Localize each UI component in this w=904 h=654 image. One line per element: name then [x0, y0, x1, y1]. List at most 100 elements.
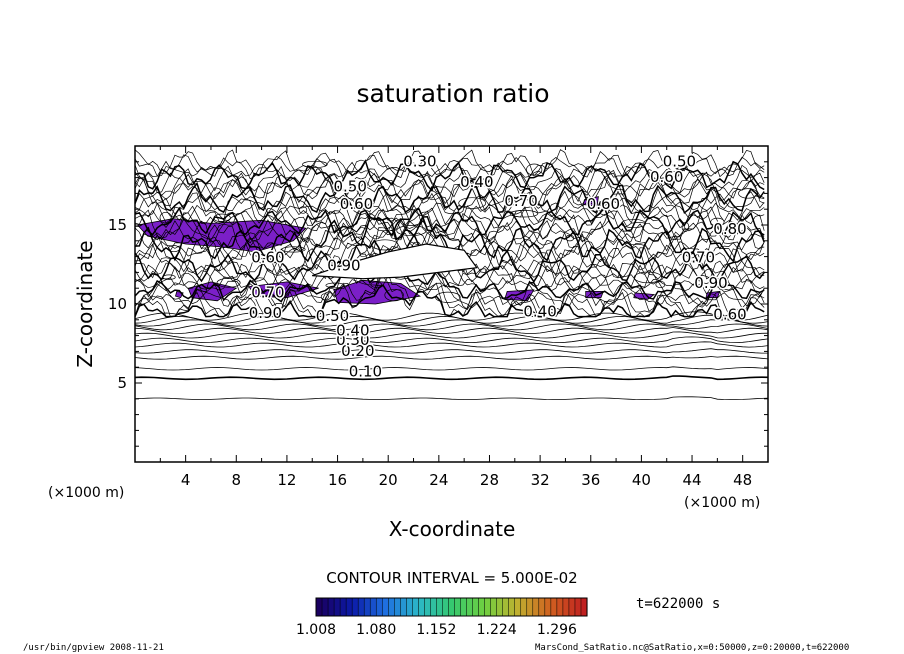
x-tick-label: 40 — [632, 471, 651, 489]
contour-line — [134, 323, 769, 331]
x-tick-label: 24 — [429, 471, 448, 489]
contour-loop — [384, 288, 404, 302]
contour-line — [134, 253, 765, 298]
contour-label: 0.40 — [336, 321, 369, 339]
time-label: t=622000 s — [636, 596, 720, 612]
contour-line — [134, 336, 769, 344]
colorbar-cell — [394, 597, 401, 617]
contour-label: 0.70 — [251, 283, 284, 301]
colorbar-cell — [375, 597, 383, 617]
colorbar-cell — [406, 597, 413, 617]
contour-loop — [298, 206, 308, 214]
contour-loop — [458, 197, 487, 209]
contour-label: 0.60 — [251, 249, 284, 267]
colorbar-cell — [357, 597, 365, 617]
contour-loop — [633, 271, 662, 284]
contour-label: 0.50 — [663, 152, 696, 170]
x-axis-label: X-coordinate — [389, 517, 516, 541]
contour-line — [134, 149, 765, 178]
x-tick-label: 48 — [733, 471, 752, 489]
contour-label: 0.90 — [327, 257, 360, 275]
colorbar-cell — [532, 597, 540, 617]
colorbar-cell — [315, 597, 323, 617]
contour-loop — [325, 282, 345, 289]
contour-loop — [320, 293, 329, 301]
contour-loop — [396, 225, 427, 237]
contour-line — [134, 341, 769, 348]
colorbar-cell — [496, 597, 504, 617]
contour-loop — [302, 160, 328, 168]
colorbar-cell — [526, 597, 534, 617]
x-tick-label: 12 — [277, 471, 296, 489]
contour-line — [134, 159, 765, 192]
contour-line — [134, 275, 765, 318]
contour-line — [134, 319, 769, 327]
contour-label: 0.30 — [403, 152, 436, 170]
x-tick-label: 4 — [181, 471, 191, 489]
colorbar-cell — [502, 597, 510, 617]
contour-interval-text: CONTOUR INTERVAL = 5.000E-02 — [326, 569, 577, 587]
colorbar-cell — [430, 597, 437, 617]
colorbar-cell — [363, 597, 371, 617]
contour-line — [134, 217, 765, 244]
colorbar-cell — [472, 597, 480, 617]
contour-loop — [370, 281, 382, 288]
contour-line — [134, 175, 765, 214]
colorbar-cell — [369, 597, 377, 617]
contour-label: 0.40 — [460, 173, 493, 191]
colorbar-cell — [568, 597, 576, 617]
contour-labels: 0.100.200.300.400.500.30 0.500.600.400.50… — [247, 151, 748, 382]
y-axis-ticks: 5 10 15 — [108, 161, 768, 447]
x-tick-label: 28 — [480, 471, 499, 489]
x-tick-label: 16 — [328, 471, 347, 489]
contour-label: 0.90 — [249, 304, 282, 322]
colorbar-cell — [514, 597, 522, 617]
colorbar-cell — [454, 597, 462, 617]
contour-line — [134, 192, 765, 215]
colorbar-cell — [412, 597, 419, 617]
colorbar-cell — [484, 597, 492, 617]
contour-label: 0.50 — [316, 307, 349, 325]
contour-line — [134, 375, 769, 381]
colorbar-cell — [466, 597, 474, 617]
contour-label: 0.80 — [713, 220, 746, 238]
contour-label: 0.60 — [713, 306, 746, 324]
colorbar-cell — [556, 597, 564, 617]
colorbar-cell — [508, 597, 516, 617]
colorbar-cell — [345, 597, 353, 617]
contour-line — [134, 331, 769, 339]
colorbar-cell — [327, 597, 335, 617]
colorbar-tick-labels: 1.008 1.080 1.152 1.224 1.296 — [296, 622, 577, 638]
colorbar — [315, 597, 588, 617]
contour-line — [134, 202, 765, 223]
colorbar-cell — [460, 597, 468, 617]
colorbar-cell — [550, 597, 558, 617]
colorbar-cell — [321, 597, 329, 617]
colorbar-cell — [351, 597, 359, 617]
y-tick-label: 15 — [108, 216, 127, 234]
y-tick-label: 5 — [117, 374, 127, 392]
x-tick-label: 20 — [379, 471, 398, 489]
colorbar-cell — [562, 597, 570, 617]
contour-label: 0.60 — [650, 168, 683, 186]
colorbar-cell — [400, 597, 407, 617]
y-axis-label: Z-coordinate — [73, 240, 97, 367]
contour-label: 0.50 — [333, 178, 366, 196]
contour-label: 0.10 — [349, 362, 382, 380]
contour-label: 0.70 — [682, 249, 715, 267]
contour-loop — [655, 280, 666, 289]
colorbar-cell — [388, 597, 395, 617]
contour-line — [134, 366, 769, 371]
x-axis-ticks: 4 8 12 16 20 24 28 32 36 40 44 48 — [159, 146, 752, 489]
contour-line — [134, 275, 765, 309]
contour-loop — [526, 163, 543, 176]
colorbar-tick-label: 1.224 — [477, 622, 517, 638]
colorbar-tick-label: 1.296 — [537, 622, 577, 638]
x-unit-left: (×1000 m) — [48, 485, 124, 501]
colorbar-cell — [424, 597, 431, 617]
footer-right: MarsCond_SatRatio.nc@SatRatio,x=0:50000,… — [535, 643, 850, 653]
x-tick-label: 32 — [531, 471, 550, 489]
contour-line — [134, 160, 765, 181]
x-unit-right: (×1000 m) — [684, 495, 760, 511]
colorbar-cell — [478, 597, 486, 617]
